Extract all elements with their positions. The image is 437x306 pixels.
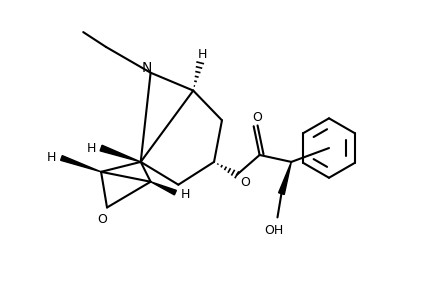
Text: H: H — [87, 142, 96, 155]
Polygon shape — [151, 182, 177, 195]
Polygon shape — [278, 162, 291, 195]
Text: H: H — [198, 48, 207, 62]
Text: O: O — [97, 213, 107, 226]
Text: O: O — [240, 176, 250, 189]
Text: OH: OH — [264, 224, 283, 237]
Polygon shape — [61, 156, 101, 172]
Text: H: H — [180, 188, 190, 201]
Text: O: O — [253, 111, 263, 124]
Polygon shape — [100, 145, 141, 162]
Text: N: N — [142, 61, 152, 75]
Text: H: H — [47, 151, 56, 164]
